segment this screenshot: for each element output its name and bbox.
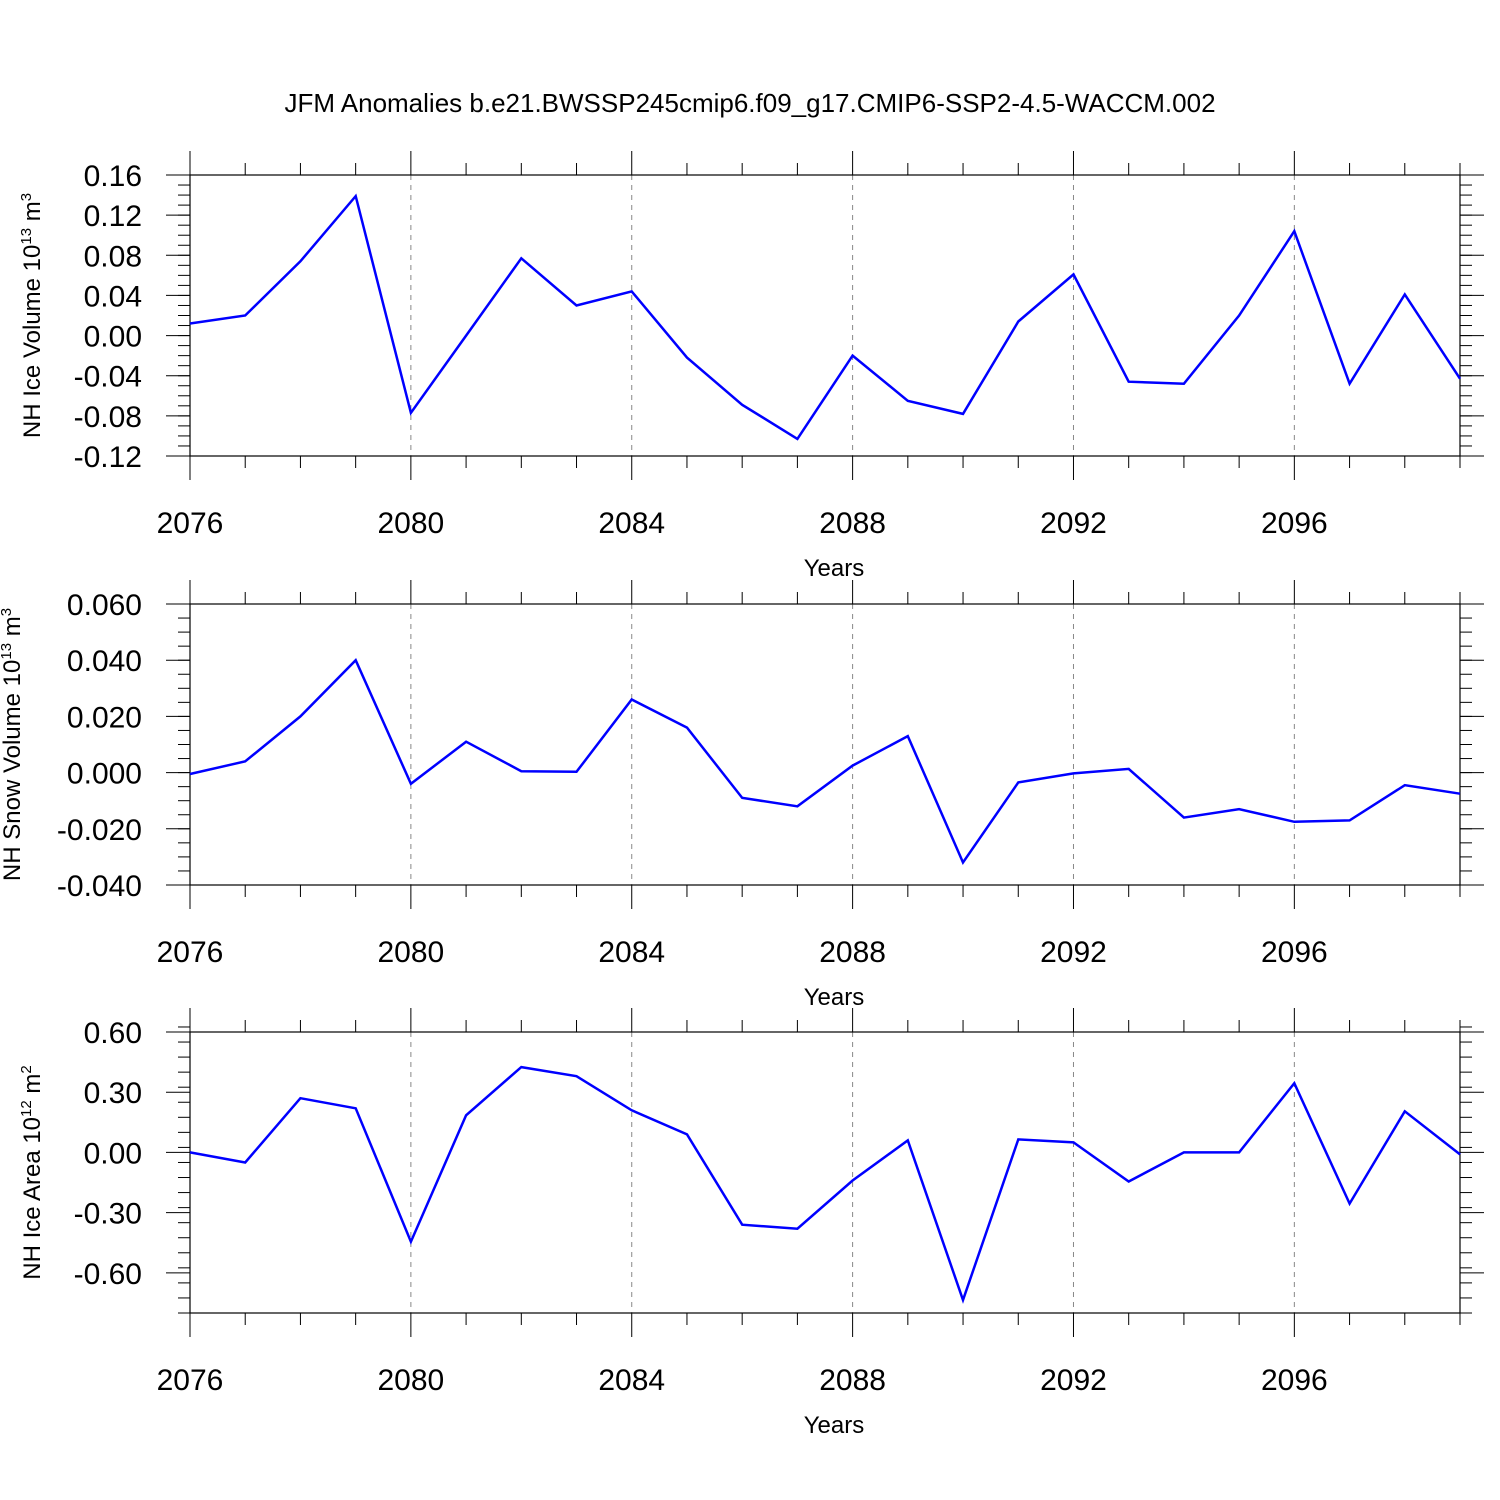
plot-frame [189,1031,1461,1314]
y-tick-label: 0.04 [84,280,142,313]
plot-frame [189,174,1461,457]
y-tick-label: 0.00 [84,321,142,354]
x-tick-label: 2080 [377,936,444,969]
x-tick-label: 2092 [1040,1364,1107,1397]
y-axis-label: NH Ice Volume 1013 m3 [18,193,46,438]
x-tick-label: 2096 [1261,507,1328,540]
x-tick-label: 2092 [1040,507,1107,540]
x-tick-label: 2096 [1261,1364,1328,1397]
x-tick-label: 2092 [1040,936,1107,969]
y-tick-label: 0.12 [84,200,142,233]
y-tick-label: 0.30 [84,1077,142,1110]
y-tick-label: -0.60 [74,1258,142,1291]
y-tick-label: -0.08 [74,401,142,434]
y-tick-label: 0.16 [84,160,142,193]
y-tick-label: -0.020 [57,814,142,847]
y-tick-label: 0.60 [84,1017,142,1050]
panel-nh-ice-volume: 2076 2080 2084 2088 2092 2096 -0.12 -0.08 -0.04 0… [18,151,1484,582]
x-tick-label: 2088 [819,1364,886,1397]
x-tick-label: 2080 [377,1364,444,1397]
x-tick-label: 2076 [157,507,224,540]
x-tick-label: 2088 [819,507,886,540]
y-tick-label: 0.00 [84,1137,142,1170]
y-tick-label: -0.30 [74,1198,142,1231]
y-tick-label: -0.04 [74,361,142,394]
panel-nh-snow-volume: 2076 2080 2084 2088 2092 2096 -0.040 -0.020 0.00… [0,580,1484,1011]
y-axis-label: NH Ice Area 1012 m2 [18,1065,46,1279]
x-tick-label: 2088 [819,936,886,969]
series-line [189,1065,1461,1304]
y-tick-label: 0.060 [67,589,142,622]
x-axis-label: Years [804,984,865,1011]
y-tick-label: 0.08 [84,240,142,273]
y-tick-label: 0.000 [67,758,142,791]
y-tick-label: -0.040 [57,870,142,903]
x-tick-label: 2084 [598,507,665,540]
series-line [189,658,1461,866]
y-tick-label: 0.040 [67,645,142,678]
x-tick-label: 2076 [157,1364,224,1397]
x-tick-label: 2084 [598,936,665,969]
x-tick-label: 2076 [157,936,224,969]
series-line [189,193,1462,441]
figure-title: JFM Anomalies b.e21.BWSSP245cmip6.f09_g1… [284,88,1215,118]
panel-nh-ice-area: 2076 2080 2084 2088 2092 2096 -0.60 -0.30 0.00 0.… [18,1008,1484,1439]
x-tick-label: 2096 [1261,936,1328,969]
x-axis-label: Years [804,1412,865,1439]
x-axis-label: Years [804,555,865,582]
y-axis-label: NH Snow Volume 1013 m3 [0,608,26,881]
plot-frame [189,603,1461,886]
x-tick-label: 2080 [377,507,444,540]
x-tick-label: 2084 [598,1364,665,1397]
y-tick-label: 0.020 [67,701,142,734]
y-tick-label: -0.12 [74,441,142,474]
